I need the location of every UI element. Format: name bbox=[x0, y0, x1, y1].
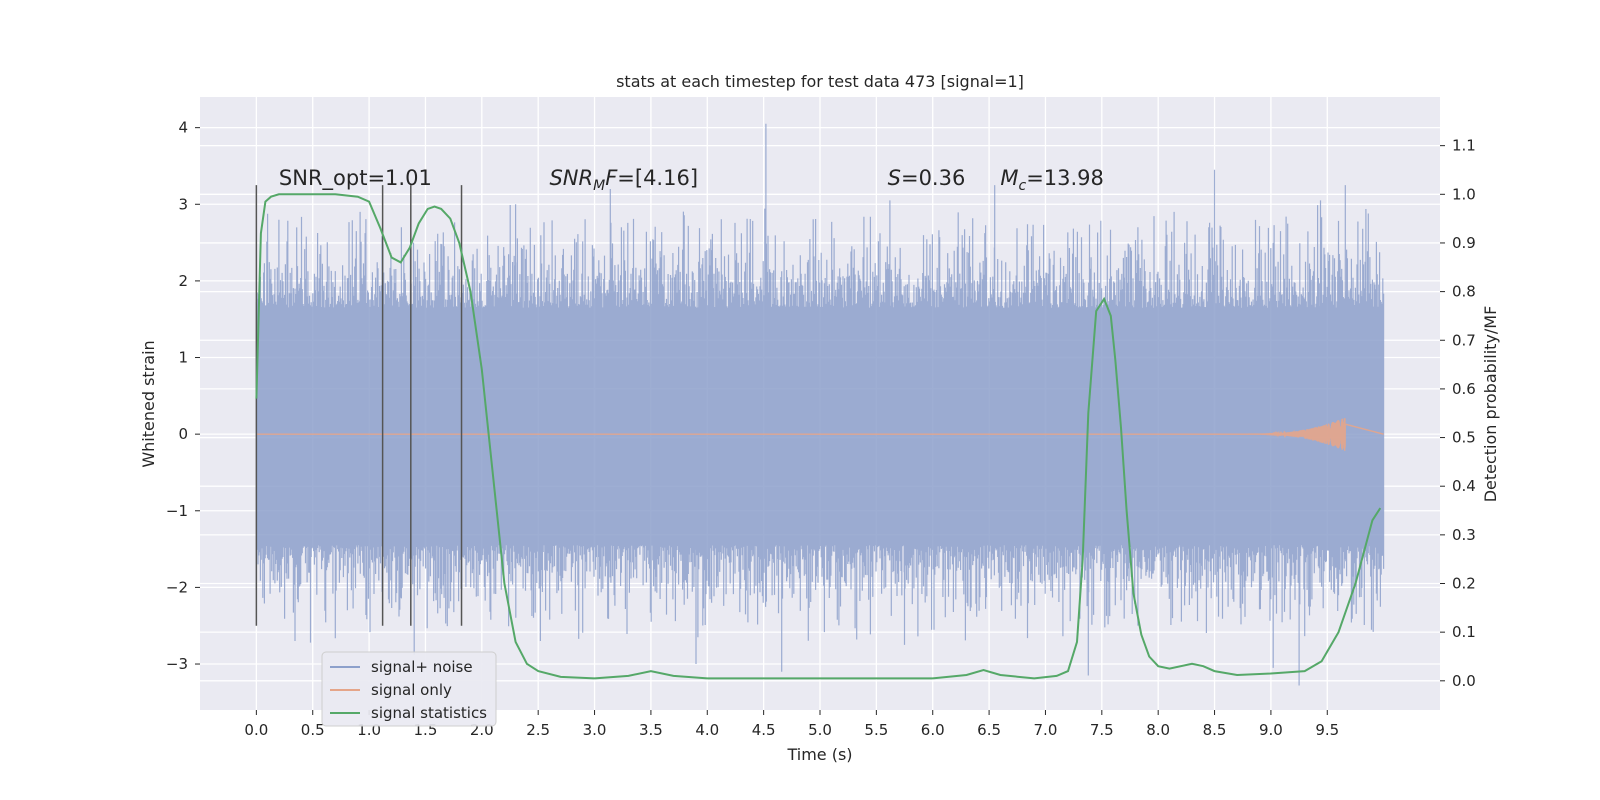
annotation-part: M bbox=[593, 178, 605, 194]
x-tick-label: 2.5 bbox=[526, 721, 550, 739]
annotation-text: S=0.36 bbox=[888, 166, 966, 190]
annotation-part: M bbox=[1000, 166, 1018, 190]
x-tick-label: 6.0 bbox=[921, 721, 945, 739]
x-tick-label: 3.0 bbox=[583, 721, 607, 739]
y-tick-label: 0 bbox=[178, 425, 188, 443]
x-tick-label: 5.0 bbox=[808, 721, 832, 739]
y-axis-label-left: Whitened strain bbox=[139, 340, 158, 467]
y-right-tick-label: 0.6 bbox=[1452, 380, 1476, 398]
y-tick-label: 2 bbox=[178, 272, 188, 290]
plot-data: SNR_opt=1.01 SNRMF=[4.16] S=0.36 Mc=13.98 bbox=[255, 123, 1385, 686]
x-axis-label: Time (s) bbox=[786, 745, 852, 764]
series-signal-only bbox=[256, 418, 1384, 451]
annotation-part: S bbox=[888, 166, 901, 190]
x-tick-label: 3.5 bbox=[639, 721, 663, 739]
annotation-part: =13.98 bbox=[1026, 166, 1104, 190]
annotation-part: =[4.16] bbox=[617, 166, 698, 190]
y-right-tick-label: 0.9 bbox=[1452, 234, 1476, 252]
y-tick-label: 4 bbox=[178, 119, 188, 137]
y-right-tick-label: 0.5 bbox=[1452, 429, 1476, 447]
x-tick-label: 8.0 bbox=[1146, 721, 1170, 739]
x-tick-label: 9.0 bbox=[1259, 721, 1283, 739]
legend-label: signal only bbox=[371, 681, 452, 699]
y-tick-label: −3 bbox=[166, 655, 188, 673]
x-tick-label: 9.5 bbox=[1315, 721, 1339, 739]
annotation-text: SNR_opt=1.01 bbox=[279, 166, 432, 191]
y-right-tick-label: 0.0 bbox=[1452, 672, 1476, 690]
x-tick-label: 8.5 bbox=[1203, 721, 1227, 739]
annotation-text: Mc=13.98 bbox=[1000, 166, 1104, 194]
annotation-text: SNRMF=[4.16] bbox=[549, 166, 698, 194]
legend-label: signal statistics bbox=[371, 704, 487, 722]
x-tick-label: 4.5 bbox=[752, 721, 776, 739]
y-tick-label: −2 bbox=[166, 578, 188, 596]
x-tick-label: 0.5 bbox=[301, 721, 325, 739]
x-tick-label: 7.0 bbox=[1034, 721, 1058, 739]
chart-title: stats at each timestep for test data 473… bbox=[616, 72, 1024, 91]
x-tick-label: 4.0 bbox=[695, 721, 719, 739]
x-tick-label: 6.5 bbox=[977, 721, 1001, 739]
y-tick-label: −1 bbox=[166, 502, 188, 520]
annotation-part: c bbox=[1018, 178, 1026, 194]
y-right-tick-label: 1.1 bbox=[1452, 137, 1476, 155]
y-right-tick-label: 0.1 bbox=[1452, 623, 1476, 641]
y-right-tick-label: 0.3 bbox=[1452, 526, 1476, 544]
annotation-part: =0.36 bbox=[901, 166, 965, 190]
legend: signal+ noise signal only signal statistic… bbox=[321, 651, 497, 727]
y-right-tick-label: 0.8 bbox=[1452, 283, 1476, 301]
y-tick-label: 3 bbox=[178, 195, 188, 213]
legend-box bbox=[321, 651, 497, 727]
annotation-part: F bbox=[605, 166, 618, 190]
series-signal-statistics bbox=[255, 193, 1382, 680]
x-tick-label: 5.5 bbox=[864, 721, 888, 739]
y-right-tick-label: 0.4 bbox=[1452, 477, 1476, 495]
x-tick-label: 7.5 bbox=[1090, 721, 1114, 739]
y-right-tick-label: 1.0 bbox=[1452, 185, 1476, 203]
y-tick-label: 1 bbox=[178, 349, 188, 367]
annotation-part: SNR bbox=[549, 166, 593, 190]
y-right-tick-label: 0.2 bbox=[1452, 575, 1476, 593]
y-right-tick-label: 0.7 bbox=[1452, 331, 1476, 349]
x-tick-label: 0.0 bbox=[244, 721, 268, 739]
y-axis-label-right: Detection probability/MF bbox=[1481, 306, 1500, 503]
legend-label: signal+ noise bbox=[371, 658, 473, 676]
